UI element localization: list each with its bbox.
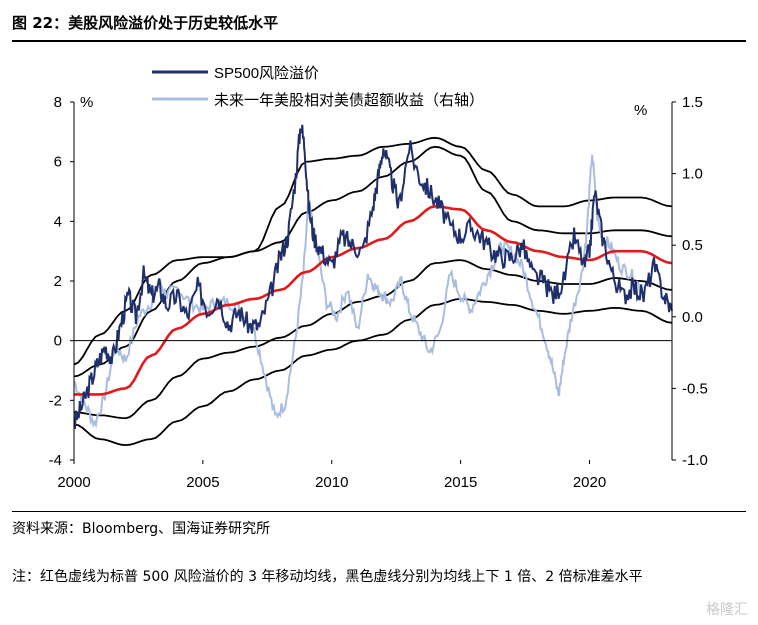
title-rule: [12, 40, 746, 42]
left-tick-label: -2: [49, 392, 62, 409]
band-line-4: [73, 297, 673, 447]
source-note: 资料来源：Bloomberg、国海证券研究所: [12, 521, 271, 537]
erp-line: [73, 124, 673, 430]
left-tick-label: 2: [54, 273, 62, 290]
chart-title: 图 22：美股风险溢价处于历史较低水平: [12, 14, 279, 32]
legend-label: SP500风险溢价: [214, 65, 319, 82]
x-tick-label: 2010: [315, 474, 348, 491]
right-tick-label: 1.0: [682, 166, 703, 183]
right-tick-label: 0.5: [682, 237, 703, 254]
bottom-rule: [12, 511, 746, 512]
left-tick-label: 0: [54, 333, 62, 350]
x-tick-label: 2020: [573, 474, 606, 491]
band-line-2: [73, 145, 673, 378]
legend-label: 未来一年美股相对美债超额收益（右轴）: [214, 92, 484, 109]
left-unit: %: [80, 94, 93, 111]
right-tick-label: 0.0: [682, 309, 703, 326]
left-tick-label: 8: [54, 94, 62, 111]
x-tick-label: 2015: [444, 474, 477, 491]
right-tick-label: -0.5: [682, 380, 708, 397]
footnote: 注：红色虚线为标普 500 风险溢价的 3 年移动均线，黑色虚线分别为均线上下 …: [12, 569, 643, 585]
left-tick-label: -4: [49, 452, 62, 469]
right-tick-label: -1.0: [682, 452, 708, 469]
left-tick-label: 4: [54, 213, 62, 230]
excess-return-series: [73, 154, 643, 429]
watermark: 格隆汇: [706, 602, 748, 618]
right-unit: %: [634, 102, 647, 119]
erp-series: [73, 124, 673, 430]
x-tick-label: 2000: [57, 474, 90, 491]
band-line-3: [73, 259, 673, 420]
chart: -4 -2 0 2 4 6 8 % -1.0 -0.5 0.0 0.5 1.0 1.5% 2000 2005 2…: [49, 65, 708, 491]
band-lines: [73, 136, 673, 447]
band-line-1: [73, 136, 673, 366]
x-tick-label: 2005: [186, 474, 219, 491]
left-tick-label: 6: [54, 154, 62, 171]
excess-return-line: [73, 154, 643, 429]
axes: -4 -2 0 2 4 6 8 % -1.0 -0.5 0.0 0.5 1.0 1.5% 2000 2005 2…: [49, 94, 708, 491]
right-tick-label: 1.5: [682, 94, 703, 111]
